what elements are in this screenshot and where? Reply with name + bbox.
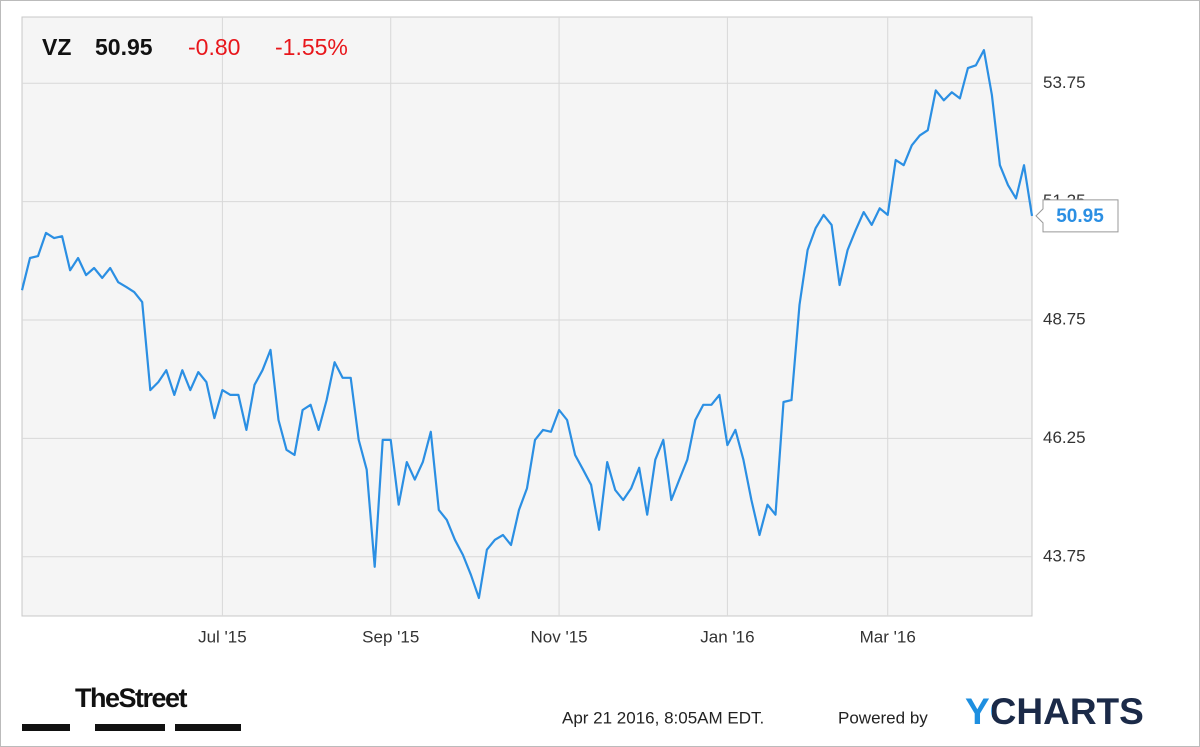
brand-bar	[95, 724, 165, 731]
change-pct: -1.55%	[275, 34, 348, 60]
x-tick-label: Mar '16	[860, 627, 916, 646]
timestamp: Apr 21 2016, 8:05AM EDT.	[562, 708, 764, 727]
grid	[22, 17, 1032, 616]
y-tick-label: 53.75	[1043, 73, 1086, 92]
brand-bar	[22, 724, 70, 731]
ycharts-logo: YCHARTS	[965, 691, 1144, 732]
x-tick-label: Sep '15	[362, 627, 419, 646]
price-line	[20, 49, 1034, 600]
price: 50.95	[95, 34, 153, 60]
change: -0.80	[188, 34, 240, 60]
ticker: VZ	[42, 34, 71, 60]
plot-area	[21, 16, 1033, 617]
x-tick-label: Nov '15	[531, 627, 588, 646]
y-tick-label: 43.75	[1043, 546, 1086, 565]
brand-bar	[175, 724, 241, 731]
y-tick-label: 48.75	[1043, 310, 1086, 329]
x-tick-label: Jan '16	[700, 627, 754, 646]
y-tick-label: 46.25	[1043, 428, 1086, 447]
powered-by: Powered by	[838, 708, 928, 727]
brand: TheStreet	[75, 683, 188, 713]
last-value-label: 50.95	[1056, 206, 1104, 227]
x-tick-label: Jul '15	[198, 627, 247, 646]
marks	[20, 49, 1034, 600]
last-value-box	[1035, 199, 1119, 233]
